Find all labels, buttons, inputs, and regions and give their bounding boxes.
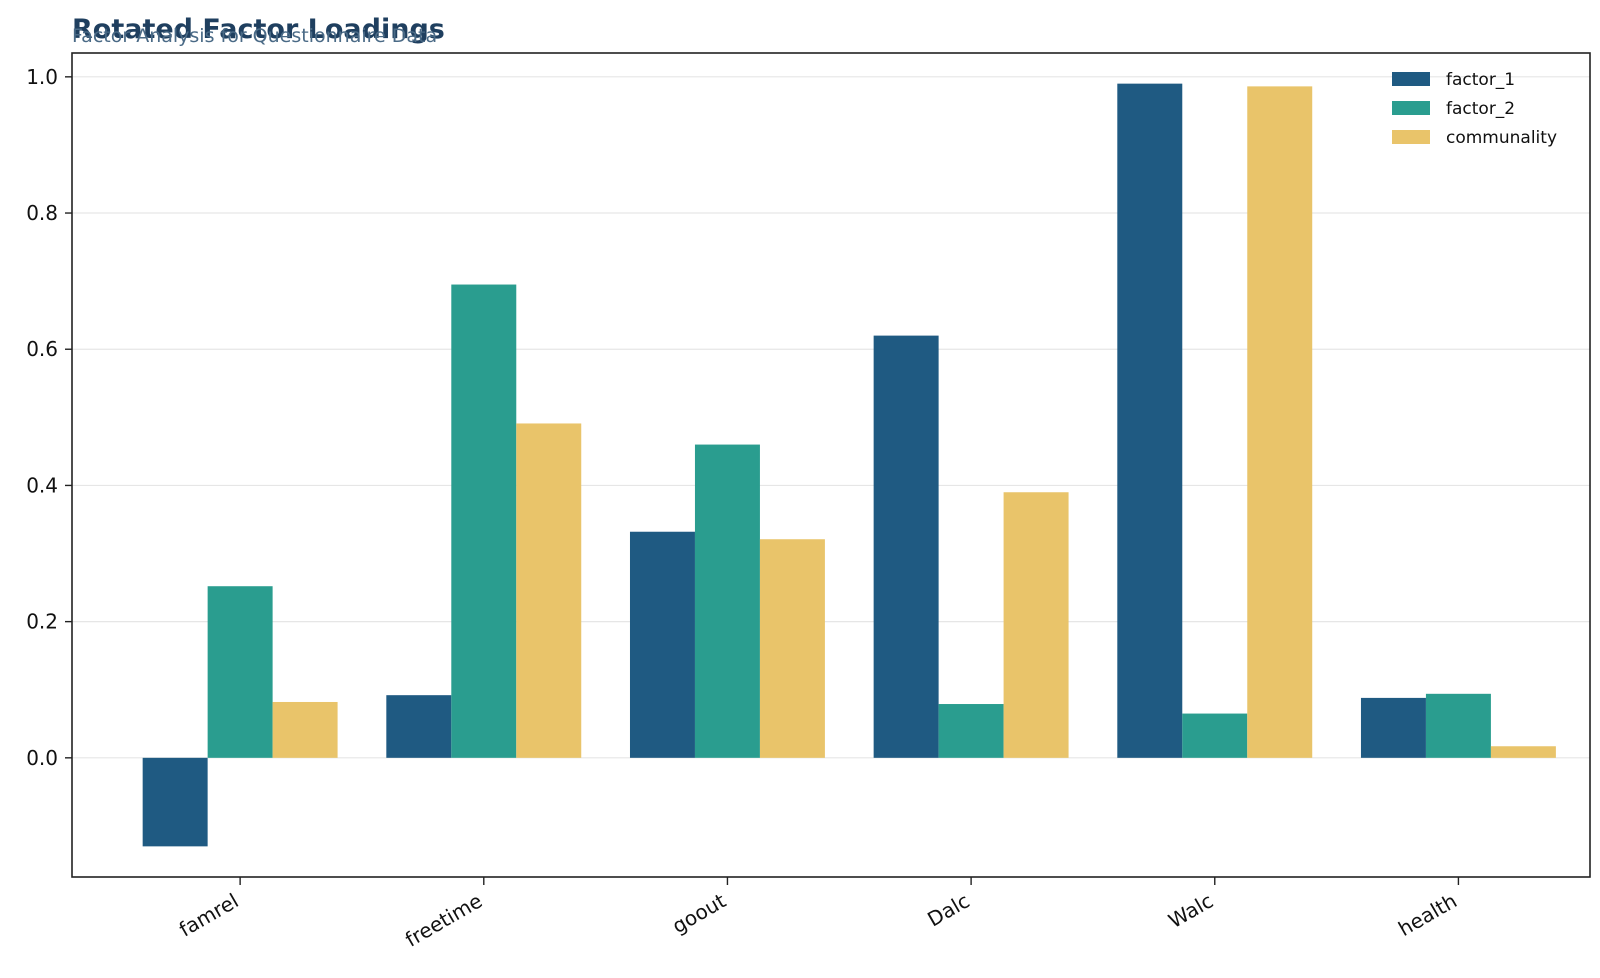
plot-frame <box>71 52 1591 878</box>
x-tick-label: famrel <box>175 889 243 942</box>
bar-communality-freetime <box>516 423 582 758</box>
y-tick-label: 1.0 <box>26 65 58 89</box>
chart-subtitle: Factor Analysis for Questionnaire Data <box>72 25 437 47</box>
bar-communality-famrel <box>272 701 338 758</box>
x-tick-label: freetime <box>401 889 486 952</box>
y-tick-label: 0.2 <box>26 610 58 634</box>
bar-communality-Walc <box>1247 86 1313 758</box>
legend-swatch-factor_1 <box>1392 72 1430 86</box>
bar-communality-Dalc <box>1003 492 1069 758</box>
gridlines <box>72 76 1590 759</box>
legend-swatch-communality <box>1392 130 1430 144</box>
y-tick-label: 0.8 <box>26 201 58 225</box>
bar-communality-health <box>1490 746 1556 758</box>
y-tick-label: 0.4 <box>26 473 58 497</box>
x-tick-label: Walc <box>1164 889 1217 933</box>
legend-label-factor_2: factor_2 <box>1446 99 1515 119</box>
legend-swatch-factor_2 <box>1392 101 1430 115</box>
legend-label-factor_1: factor_1 <box>1446 70 1515 90</box>
bar-factor_1-goout <box>629 531 695 758</box>
bar-factor_2-health <box>1425 693 1491 758</box>
bar-factor_2-Dalc <box>938 704 1004 758</box>
y-tick-label: 0.6 <box>26 337 58 361</box>
chart-title: Rotated Factor Loadings <box>72 14 445 45</box>
legend: factor_1 factor_2 communality <box>1392 70 1557 148</box>
x-tick-label: Dalc <box>923 889 973 932</box>
bar-factor_2-Walc <box>1182 713 1248 758</box>
legend-label-communality: communality <box>1446 128 1557 148</box>
bar-factor_1-freetime <box>386 695 452 758</box>
bar-factor_1-famrel <box>142 757 208 847</box>
bar-factor_1-health <box>1360 697 1426 758</box>
bar-factor_2-famrel <box>207 586 273 758</box>
bars <box>142 83 1556 847</box>
bar-factor_2-goout <box>694 444 760 758</box>
x-tick-label: health <box>1394 889 1461 941</box>
y-tick-label: 0.0 <box>26 746 58 770</box>
x-tick-label: goout <box>668 888 730 938</box>
bar-communality-goout <box>759 539 825 758</box>
bar-factor_1-Walc <box>1117 83 1183 758</box>
bar-factor_1-Dalc <box>873 335 939 758</box>
bar-factor_2-freetime <box>451 284 517 758</box>
